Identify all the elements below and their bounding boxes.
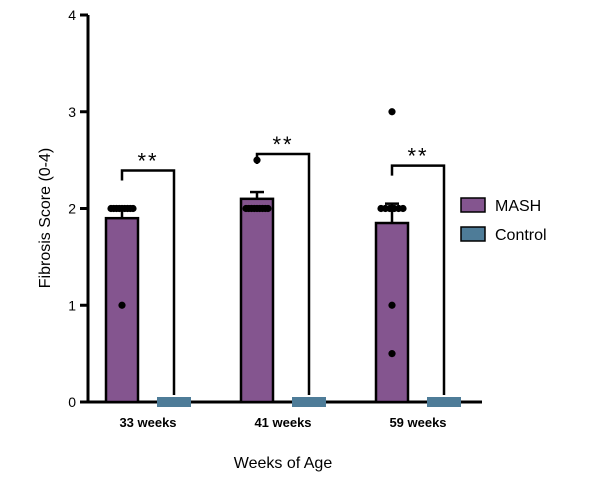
significance-bracket (390, 164, 446, 395)
significance-bracket (255, 152, 311, 395)
data-point-mash (129, 204, 137, 213)
y-tick-label: 4 (68, 7, 76, 23)
data-point-mash (399, 204, 407, 213)
bar-control (292, 397, 326, 407)
data-point-mash (118, 301, 126, 309)
data-point-mash (388, 301, 396, 309)
data-point-mash (264, 204, 272, 213)
bars (104, 108, 461, 407)
x-tick-label: 59 weeks (389, 415, 446, 430)
significance-label: ** (137, 149, 158, 174)
significance-brackets: ** ** ** (120, 132, 446, 395)
legend-label-control: Control (495, 227, 547, 244)
x-tick-label: 41 weeks (254, 415, 311, 430)
x-tick-label: 33 weeks (119, 415, 176, 430)
y-axis-title: Fibrosis Score (0-4) (37, 148, 54, 288)
x-axis: 33 weeks 41 weeks 59 weeks (87, 400, 482, 430)
bar-control (157, 397, 191, 407)
y-tick-label: 1 (68, 297, 76, 313)
y-axis: 0 1 2 3 4 (68, 7, 90, 410)
legend: MASH Control (460, 197, 547, 244)
bar-control (427, 397, 461, 407)
significance-bracket (120, 169, 176, 395)
significance-label: ** (407, 144, 428, 169)
y-tick-label: 0 (68, 394, 76, 410)
x-axis-title: Weeks of Age (234, 455, 333, 472)
legend-swatch-control (460, 226, 486, 242)
bar-mash (374, 221, 410, 404)
legend-swatch-mash (460, 197, 486, 213)
data-point-mash (388, 108, 396, 116)
bar-mash (239, 197, 275, 404)
significance-label: ** (272, 132, 293, 157)
data-point-mash (388, 350, 396, 358)
bar-mash (104, 216, 140, 404)
legend-label-mash: MASH (495, 198, 541, 215)
y-tick-label: 3 (68, 104, 76, 120)
y-tick-label: 2 (68, 201, 76, 217)
